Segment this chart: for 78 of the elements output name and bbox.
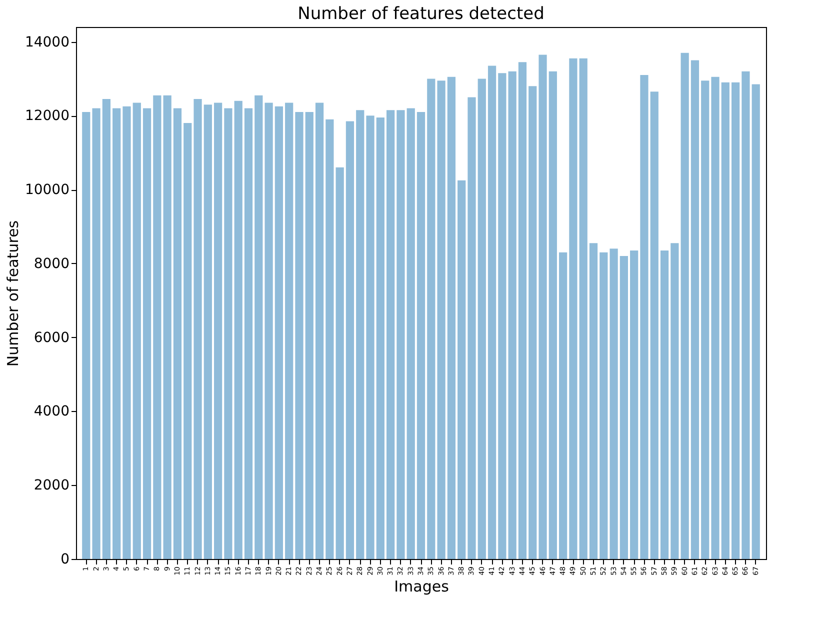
bar [721, 82, 730, 559]
bar [142, 108, 152, 559]
bar [447, 76, 456, 559]
bar [326, 119, 334, 559]
chart-title: Number of features detected [298, 4, 544, 24]
bar [508, 71, 516, 559]
y-tick-label: 12000 [24, 108, 70, 124]
bar [153, 95, 162, 559]
bar [620, 256, 628, 559]
bar [194, 99, 202, 559]
bar [559, 252, 568, 559]
bar [528, 86, 537, 559]
bar [376, 118, 384, 559]
bar [538, 54, 547, 559]
bar [610, 248, 618, 559]
bar [315, 102, 324, 559]
bar [640, 75, 648, 559]
bar [589, 243, 598, 559]
y-tick-label: 6000 [34, 330, 70, 346]
bar [437, 80, 446, 559]
bar [742, 71, 750, 559]
bar [224, 108, 232, 559]
bar [274, 106, 283, 559]
bar [82, 112, 90, 559]
x-axis-title: Images [394, 577, 450, 596]
bar [406, 108, 415, 559]
bar [254, 95, 263, 559]
bar [346, 121, 354, 559]
bar [122, 106, 131, 559]
bar [204, 104, 212, 559]
bar [132, 102, 141, 559]
bar [701, 80, 710, 559]
y-tick-label: 0 [60, 552, 70, 568]
bar [660, 250, 669, 559]
bar [478, 78, 486, 559]
bar [112, 108, 121, 559]
y-tick-label: 8000 [34, 256, 70, 272]
bar [234, 100, 242, 559]
bar [305, 112, 314, 559]
bar [630, 250, 638, 559]
bar [173, 108, 182, 559]
bar [548, 71, 557, 559]
bar [416, 112, 426, 559]
bar [214, 102, 222, 559]
bar [458, 180, 466, 559]
bar [650, 92, 658, 559]
bar [356, 110, 364, 559]
bar [468, 97, 476, 559]
bar [711, 76, 720, 559]
y-axis-title: Number of features [4, 220, 22, 367]
bar [92, 108, 100, 559]
bar [680, 52, 689, 559]
bar [600, 252, 608, 559]
bar [427, 78, 436, 559]
bar [336, 167, 344, 559]
bar [488, 66, 496, 559]
bar [690, 60, 700, 559]
y-tick-label: 14000 [24, 34, 70, 50]
y-tick-label: 4000 [34, 404, 70, 420]
bar [102, 99, 110, 559]
bar [285, 102, 294, 559]
bar [579, 58, 588, 559]
bar [732, 82, 740, 559]
bar [244, 108, 253, 559]
bar [295, 112, 304, 559]
bar [184, 123, 192, 559]
bar [396, 110, 405, 559]
bar [498, 73, 506, 559]
bar [518, 62, 527, 559]
bar [163, 95, 172, 559]
y-tick-label: 2000 [34, 478, 70, 494]
bar [366, 116, 374, 559]
bar [386, 110, 395, 559]
bar [670, 243, 679, 559]
y-tick-label: 10000 [24, 182, 70, 198]
bar [752, 84, 760, 559]
bar [569, 58, 578, 559]
bar [264, 102, 273, 559]
